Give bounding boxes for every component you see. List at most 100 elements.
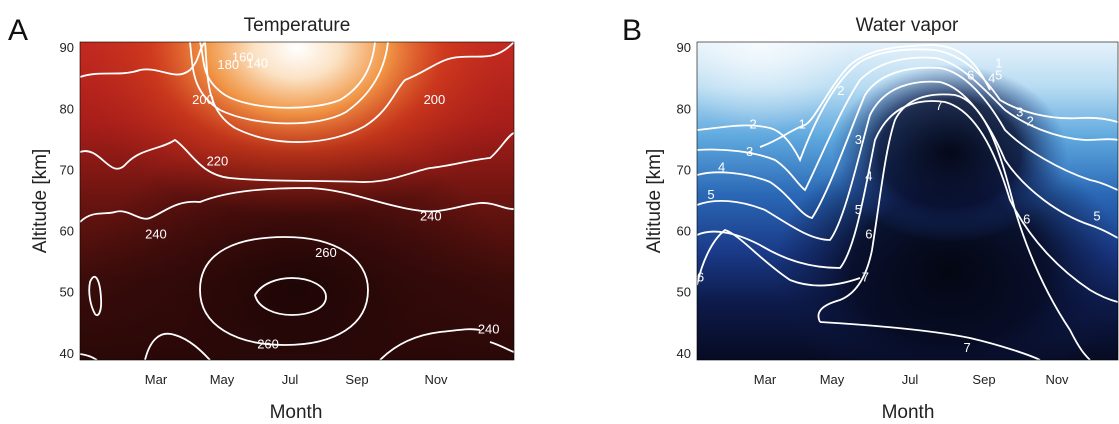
contour-label: 6 xyxy=(1023,211,1030,226)
contour-label: 6 xyxy=(865,227,872,242)
x-tick-label: Sep xyxy=(972,372,995,387)
contour-label: 6 xyxy=(967,68,974,83)
x-tick-label: Mar xyxy=(754,372,777,387)
y-axis-ticks: 40 50 60 70 80 90 xyxy=(677,40,691,361)
contour-label: 200 xyxy=(424,92,446,107)
contour-label: 4 xyxy=(988,71,995,86)
x-axis-label: Month xyxy=(270,402,323,423)
contour-line xyxy=(819,321,1041,360)
contour-lines xyxy=(697,44,1118,360)
x-tick-label: Mar xyxy=(145,372,168,387)
plot-frame xyxy=(696,41,1119,361)
contour-label: 3 xyxy=(746,144,753,159)
contour-line xyxy=(254,277,327,316)
contour-label: 7 xyxy=(964,340,971,355)
y-tick-label: 40 xyxy=(60,346,74,361)
x-tick-label: Jul xyxy=(282,372,299,387)
contour-line xyxy=(697,80,1118,241)
y-tick-label: 70 xyxy=(60,162,74,177)
contour-label: 2 xyxy=(750,117,757,132)
y-tick-label: 80 xyxy=(677,101,691,116)
contour-line xyxy=(80,132,514,183)
contour-line xyxy=(189,42,389,125)
contour-line xyxy=(199,42,376,109)
contour-line xyxy=(759,44,991,148)
contour-label: 260 xyxy=(315,245,337,260)
x-tick-label: May xyxy=(820,372,845,387)
contour-line xyxy=(144,332,211,360)
contour-label: 260 xyxy=(257,337,279,352)
contour-line xyxy=(697,48,1118,163)
contour-line xyxy=(697,66,1118,220)
x-axis-ticks: Mar May Jul Sep Nov xyxy=(754,372,1069,387)
contour-line xyxy=(697,56,1118,192)
contour-label: 5 xyxy=(855,202,862,217)
chart-title: Temperature xyxy=(244,15,351,36)
contour-label: 7 xyxy=(935,98,942,113)
x-tick-label: Jul xyxy=(902,372,919,387)
contour-line xyxy=(697,228,861,287)
y-axis-ticks: 40 50 60 70 80 90 xyxy=(60,40,74,361)
contour-label: 240 xyxy=(420,208,442,223)
contour-label: 7 xyxy=(862,269,869,284)
contour-line xyxy=(204,42,514,143)
y-tick-label: 70 xyxy=(677,162,691,177)
contour-label: 200 xyxy=(192,92,214,107)
contour-label: 3 xyxy=(1016,104,1023,119)
contour-line xyxy=(88,276,103,317)
contour-label: 140 xyxy=(246,55,268,70)
contour-label: 3 xyxy=(855,132,862,147)
y-axis-label: Altitude [km] xyxy=(30,149,51,254)
x-tick-label: Nov xyxy=(1045,372,1069,387)
contour-label: 5 xyxy=(995,68,1002,83)
x-tick-label: Sep xyxy=(345,372,368,387)
plot-frame xyxy=(79,41,515,361)
x-axis-ticks: Mar May Jul Sep Nov xyxy=(145,372,448,387)
contour-label: 240 xyxy=(478,321,500,336)
x-tick-label: May xyxy=(210,372,235,387)
x-axis-label: Month xyxy=(882,402,935,423)
y-tick-label: 50 xyxy=(60,285,74,300)
contour-label: 4 xyxy=(865,169,872,184)
y-axis-label: Altitude [km] xyxy=(644,149,665,254)
contour-label: 240 xyxy=(145,227,167,242)
contour-line xyxy=(697,100,1118,303)
contour-line xyxy=(199,236,369,346)
contour-label: 4 xyxy=(718,159,725,174)
x-tick-label: Nov xyxy=(424,372,448,387)
panel-letter: B xyxy=(622,14,642,47)
contour-line xyxy=(80,353,98,360)
contour-label: 1 xyxy=(995,55,1002,70)
contour-line xyxy=(817,93,1091,360)
contour-label: 2 xyxy=(837,83,844,98)
y-tick-label: 90 xyxy=(677,40,691,55)
contour-label: 160 xyxy=(232,49,254,64)
y-tick-label: 60 xyxy=(677,224,691,239)
y-tick-label: 80 xyxy=(60,101,74,116)
contour-line xyxy=(489,341,514,353)
contour-lines xyxy=(80,42,514,360)
contour-label: 5 xyxy=(1093,208,1100,223)
contour-label: 220 xyxy=(207,153,229,168)
y-tick-label: 90 xyxy=(60,40,74,55)
contour-line xyxy=(80,187,514,223)
contour-label: 1 xyxy=(799,117,806,132)
contour-label: 5 xyxy=(707,187,714,202)
contour-label: 2 xyxy=(1027,114,1034,129)
contour-label: 6 xyxy=(697,269,704,284)
contour-line xyxy=(80,42,206,78)
contour-label: 180 xyxy=(217,57,239,72)
y-tick-label: 60 xyxy=(60,224,74,239)
y-tick-label: 40 xyxy=(677,346,691,361)
contour-line xyxy=(379,328,481,360)
y-tick-label: 50 xyxy=(677,285,691,300)
chart-title: Water vapor xyxy=(856,15,959,36)
panel-letter: A xyxy=(8,14,28,47)
